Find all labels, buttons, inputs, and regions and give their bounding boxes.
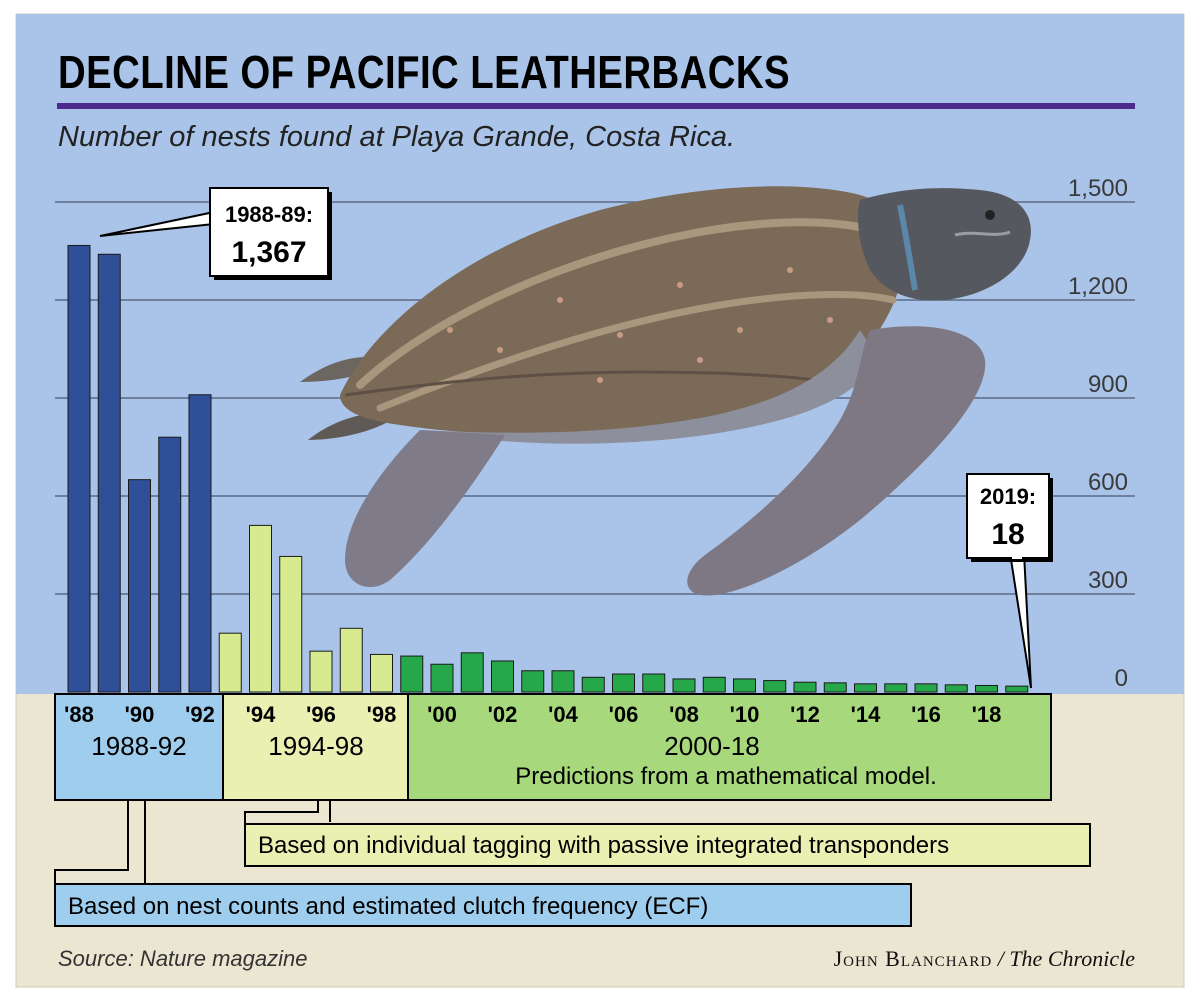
period-note-3: Predictions from a mathematical model. xyxy=(515,763,937,790)
callout-1-value: 1,367 xyxy=(231,236,306,269)
y-tick-label: 900 xyxy=(1088,371,1128,398)
y-tick-label: 600 xyxy=(1088,469,1128,496)
credit-paper: / The Chronicle xyxy=(992,946,1135,971)
bars xyxy=(67,244,1029,693)
bar-2017 xyxy=(944,684,968,693)
callout-2-label: 2019: xyxy=(980,484,1036,509)
bar-2016 xyxy=(914,683,938,693)
x-tick-label: '00 xyxy=(427,702,457,727)
x-tick-label: '02 xyxy=(488,702,518,727)
bar-2011 xyxy=(763,680,787,693)
callout-2019: 2019: 18 xyxy=(966,473,1053,689)
bar-1991 xyxy=(158,436,182,693)
bar-2004 xyxy=(551,670,575,693)
x-tick-label: '18 xyxy=(972,702,1002,727)
period-label-3: 2000-18 xyxy=(664,731,759,761)
method-box-ecf xyxy=(54,883,912,927)
bar-1997 xyxy=(339,627,363,693)
leatherback-turtle-illustration xyxy=(300,186,1031,596)
bar-2003 xyxy=(521,670,545,693)
callout-1-label: 1988-89: xyxy=(225,202,313,227)
x-tick-label: '06 xyxy=(609,702,639,727)
bar-2013 xyxy=(823,682,847,693)
bar-1989 xyxy=(97,253,121,693)
x-tick-label: '98 xyxy=(367,702,397,727)
bar-2007 xyxy=(642,673,666,693)
bar-1995 xyxy=(279,555,303,693)
bar-2001 xyxy=(460,652,484,693)
credit-line: John Blanchard / The Chronicle xyxy=(834,946,1136,971)
bar-1990 xyxy=(128,479,151,693)
period-label-1: 1988-92 xyxy=(91,731,186,761)
chart-subtitle: Number of nests found at Playa Grande, C… xyxy=(58,121,735,153)
y-tick-label: 300 xyxy=(1088,567,1128,594)
x-tick-label: '04 xyxy=(548,702,578,727)
connector-ecf xyxy=(54,800,129,884)
bar-2006 xyxy=(612,673,635,693)
bar-2012 xyxy=(793,681,817,693)
bar-1993 xyxy=(218,632,242,693)
x-axis-ticks: '88 '90 '92 '94 '96 '98 '00 '02 '04 '06 '08 '10 '12 '… xyxy=(64,702,1001,727)
bar-2009 xyxy=(702,676,726,693)
x-tick-label: '96 xyxy=(306,702,336,727)
y-axis-ticks: 1,500 1,200 900 600 300 0 xyxy=(1068,175,1128,692)
bar-2008 xyxy=(672,678,696,693)
x-tick-label: '08 xyxy=(669,702,699,727)
callout-1988-89: 1988-89: 1,367 xyxy=(99,187,332,280)
credit-name: John Blanchard xyxy=(834,946,993,971)
bar-1999 xyxy=(400,655,424,693)
bar-1988 xyxy=(67,244,91,693)
method-text-tagging: Based on individual tagging with passive… xyxy=(258,832,949,859)
period-box-1994-98 xyxy=(222,693,409,801)
period-label-2: 1994-98 xyxy=(268,731,363,761)
x-tick-label: '14 xyxy=(851,702,881,727)
method-text-ecf: Based on nest counts and estimated clutc… xyxy=(68,893,708,920)
bar-1992 xyxy=(188,394,212,693)
y-tick-label: 1,200 xyxy=(1068,273,1128,300)
bar-2010 xyxy=(733,678,756,693)
callout-2-value: 18 xyxy=(991,518,1024,551)
x-tick-label: '16 xyxy=(911,702,941,727)
period-box-2000-18 xyxy=(407,693,1052,801)
bar-1996 xyxy=(309,650,333,693)
method-box-tagging xyxy=(244,823,1091,867)
x-tick-label: '94 xyxy=(246,702,276,727)
bar-2014 xyxy=(854,683,877,693)
x-tick-label: '90 xyxy=(125,702,155,727)
bar-2000 xyxy=(430,663,454,693)
y-tick-label: 0 xyxy=(1115,665,1128,692)
chart-title: DECLINE OF PACIFIC LEATHERBACKS xyxy=(58,46,790,98)
title-rule xyxy=(57,103,1135,109)
bar-1994 xyxy=(249,524,272,693)
bar-2002 xyxy=(491,660,514,693)
bar-2019 xyxy=(1005,685,1029,693)
bar-1998 xyxy=(370,653,393,693)
connector-tagging xyxy=(244,800,319,826)
bar-2015 xyxy=(884,683,908,693)
bar-2018 xyxy=(975,684,998,693)
x-tick-label: '88 xyxy=(64,702,94,727)
x-tick-label: '10 xyxy=(730,702,760,727)
x-tick-label: '12 xyxy=(790,702,820,727)
y-tick-label: 1,500 xyxy=(1068,175,1128,202)
x-tick-label: '92 xyxy=(185,702,215,727)
source-note: Source: Nature magazine xyxy=(58,946,307,971)
bar-2005 xyxy=(581,676,605,693)
